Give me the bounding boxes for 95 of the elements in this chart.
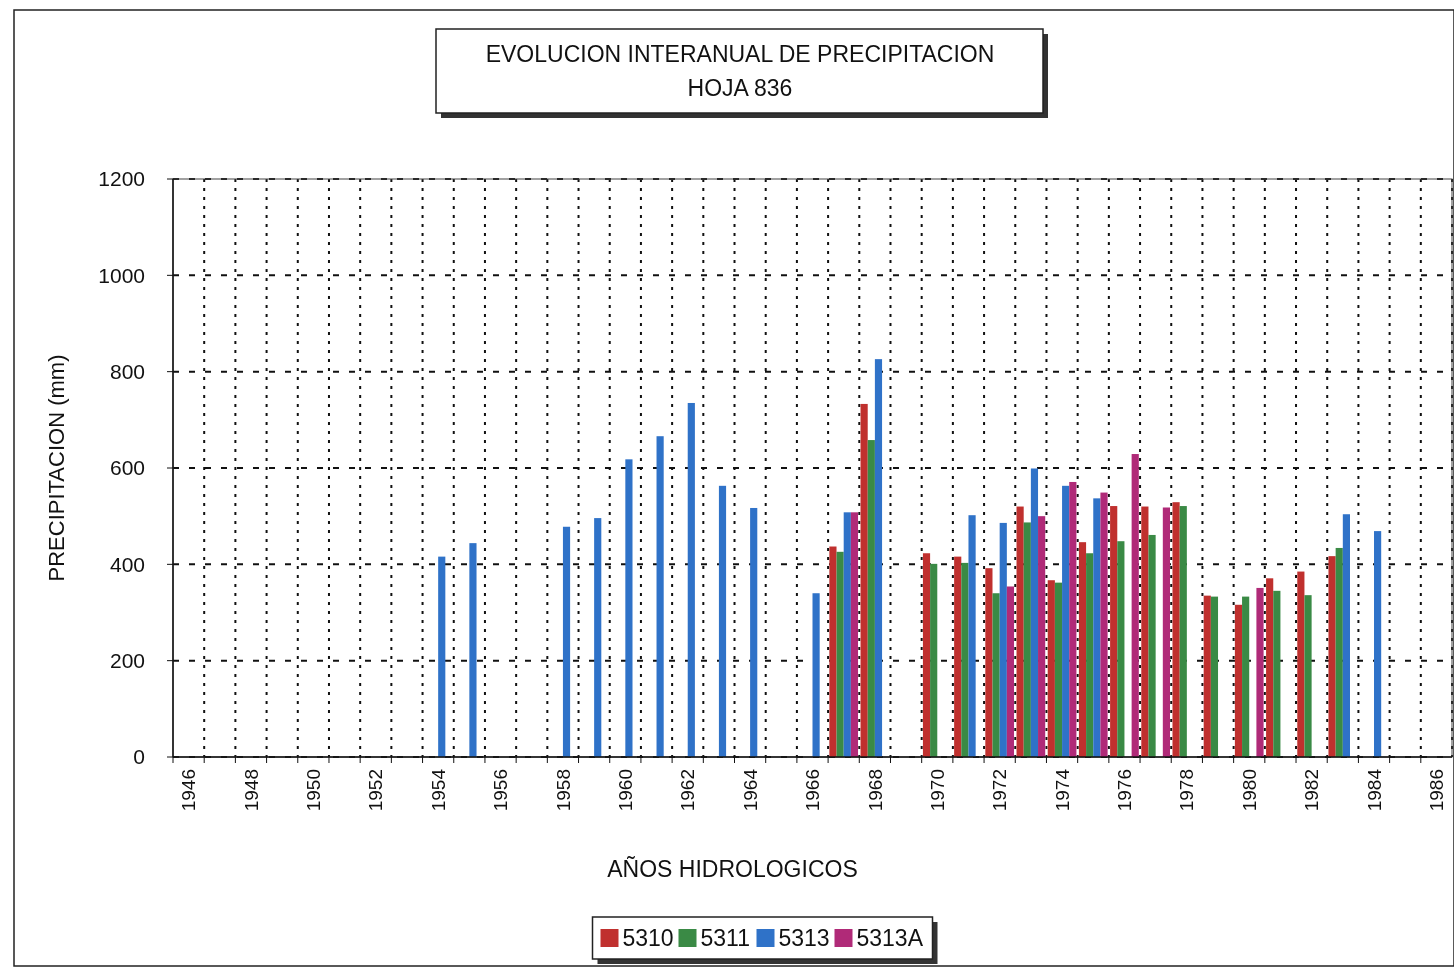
bar: [843, 512, 851, 757]
bar: [1210, 596, 1219, 757]
bar: [1335, 547, 1343, 757]
bar: [867, 440, 875, 757]
x-tick-label: 1978: [1176, 769, 1198, 812]
bar: [850, 512, 859, 757]
x-tick-label: 1968: [864, 769, 886, 812]
bar: [1141, 506, 1149, 757]
y-tick-label: 400: [109, 552, 145, 576]
x-tick-label: 1950: [303, 769, 325, 812]
bar: [1078, 542, 1087, 757]
x-tick-label: 1954: [427, 768, 449, 812]
bar: [562, 526, 571, 757]
bar: [968, 515, 976, 757]
bar: [656, 436, 664, 757]
bar: [1273, 590, 1281, 757]
legend-label: 5313: [778, 925, 830, 952]
bar: [1148, 534, 1156, 757]
x-tick-label: 1966: [802, 769, 824, 812]
bar: [750, 507, 758, 757]
x-tick-label: 1976: [1114, 769, 1136, 812]
x-tick-label: 1980: [1238, 769, 1260, 812]
bar: [1328, 556, 1336, 757]
x-tick-label: 1972: [989, 769, 1011, 812]
bar: [992, 593, 1000, 757]
x-tick-label: 1970: [926, 769, 948, 812]
bar: [860, 403, 868, 757]
bar: [985, 568, 993, 757]
bar: [625, 459, 633, 757]
bar: [438, 556, 446, 757]
bar: [1047, 580, 1055, 757]
bar: [1342, 514, 1350, 757]
bar: [1162, 507, 1170, 757]
x-axis-title: AÑOS HIDROLOGICOS: [607, 856, 858, 882]
x-tick-label: 1986: [1426, 769, 1448, 812]
bar: [469, 543, 477, 757]
bar: [1266, 578, 1274, 757]
x-tick-label: 1948: [240, 769, 262, 812]
x-tick-label: 1974: [1051, 768, 1073, 812]
bar: [1023, 522, 1031, 757]
bar: [1069, 481, 1077, 757]
x-tick-label: 1952: [365, 769, 387, 812]
bar: [1093, 498, 1101, 757]
y-tick-label: 200: [109, 649, 145, 673]
bar: [1006, 586, 1015, 757]
bar: [1242, 596, 1250, 757]
bar: [1086, 553, 1094, 757]
bar: [829, 546, 837, 757]
legend-label: 5311: [700, 925, 750, 952]
bar: [594, 518, 602, 757]
bar: [1297, 571, 1305, 757]
chart-title: EVOLUCION INTERANUAL DE PRECIPITACION: [485, 41, 995, 67]
bar: [1234, 604, 1243, 757]
bar: [961, 562, 969, 757]
x-tick-label: 1984: [1363, 768, 1385, 812]
bar: [1131, 454, 1139, 757]
y-tick-label: 1200: [98, 167, 145, 191]
bar: [999, 522, 1007, 757]
x-tick-label: 1960: [614, 769, 636, 812]
x-tick-label: 1946: [178, 769, 200, 812]
bar: [1304, 595, 1312, 757]
x-tick-label: 1962: [677, 769, 699, 812]
bar: [1203, 595, 1211, 757]
bar: [1256, 587, 1264, 757]
bar: [874, 359, 883, 757]
bar: [1062, 485, 1070, 757]
bar: [687, 402, 695, 757]
bar: [954, 556, 962, 757]
bar: [812, 593, 820, 757]
x-tick-label: 1964: [739, 768, 761, 812]
y-axis-title: PRECIPITACION (mm): [44, 354, 69, 582]
bar: [1100, 492, 1108, 757]
bar: [1374, 531, 1382, 757]
bar: [922, 553, 931, 757]
bar: [1172, 502, 1180, 757]
bar: [1110, 506, 1118, 757]
x-tick-label: 1956: [490, 769, 512, 812]
bar: [836, 551, 844, 757]
bar: [1038, 516, 1046, 757]
bar: [1117, 541, 1125, 757]
x-tick-label: 1982: [1301, 769, 1323, 812]
bar: [1054, 582, 1063, 757]
bar: [1030, 468, 1039, 757]
x-tick-label: 1958: [552, 769, 574, 812]
bar: [1179, 506, 1187, 757]
y-tick-label: 600: [109, 456, 145, 480]
y-tick-label: 0: [133, 745, 145, 769]
legend-label: 5310: [622, 925, 674, 952]
legend-label: 5313A: [856, 925, 924, 952]
bar: [930, 563, 938, 757]
y-tick-label: 1000: [98, 263, 145, 287]
chart-subtitle: HOJA 836: [687, 75, 793, 101]
y-tick-label: 800: [109, 360, 145, 384]
bar: [718, 485, 727, 757]
bar: [1016, 506, 1024, 757]
